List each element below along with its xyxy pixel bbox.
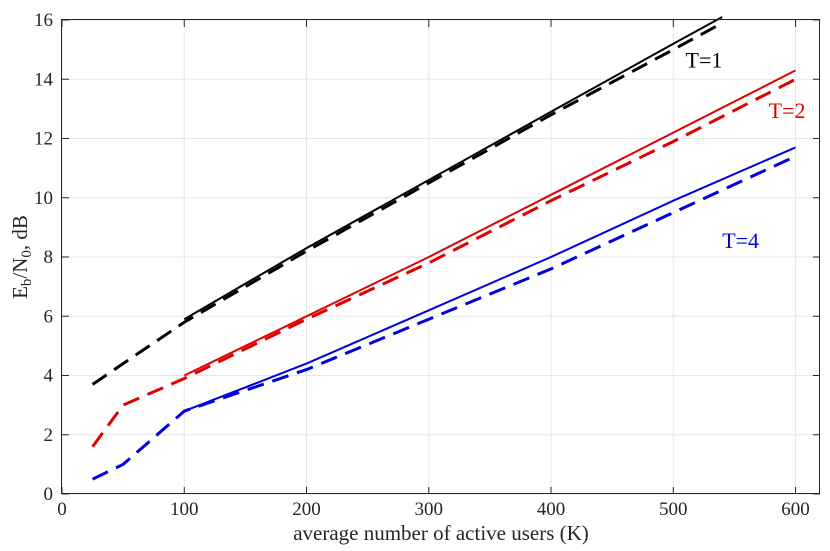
y-tick-label: 8: [44, 247, 54, 268]
series-T4-solid: [183, 146, 796, 413]
annotations: T=1 T=2 T=4: [686, 47, 806, 253]
series-T1-solid: [183, 16, 723, 321]
series-T2-dashed: [91, 77, 797, 448]
x-tick-label: 300: [415, 499, 444, 520]
y-tick-label: 2: [44, 425, 54, 446]
y-axis-label: Eb/N0, dB: [8, 215, 36, 299]
annotation-label: T=2: [769, 98, 806, 123]
y-tick-label: 12: [34, 129, 53, 150]
series-T2-solid: [183, 69, 796, 377]
annotation-label: T=1: [686, 47, 723, 72]
series-T1-dashed: [91, 21, 723, 386]
y-tick-label: 4: [44, 366, 54, 387]
x-tick-label: 200: [292, 499, 321, 520]
series-layer: [91, 16, 797, 481]
x-tick-label: 0: [57, 499, 67, 520]
x-tick-label: 400: [537, 499, 566, 520]
ticks: 0 100 200 300 400 500 600 0 2 4 6 8 10 12 14 16: [34, 10, 820, 520]
y-tick-label: 0: [44, 484, 54, 505]
annotation-label: T=4: [722, 228, 759, 253]
x-tick-label: 100: [170, 499, 199, 520]
x-tick-label: 500: [659, 499, 688, 520]
y-tick-label: 16: [34, 10, 53, 31]
y-tick-label: 14: [34, 69, 54, 90]
x-tick-label: 600: [781, 499, 810, 520]
x-axis-label: average number of active users (K): [293, 521, 589, 545]
series-T4-dashed: [91, 154, 797, 481]
y-tick-label: 10: [34, 188, 53, 209]
y-tick-label: 6: [44, 306, 54, 327]
